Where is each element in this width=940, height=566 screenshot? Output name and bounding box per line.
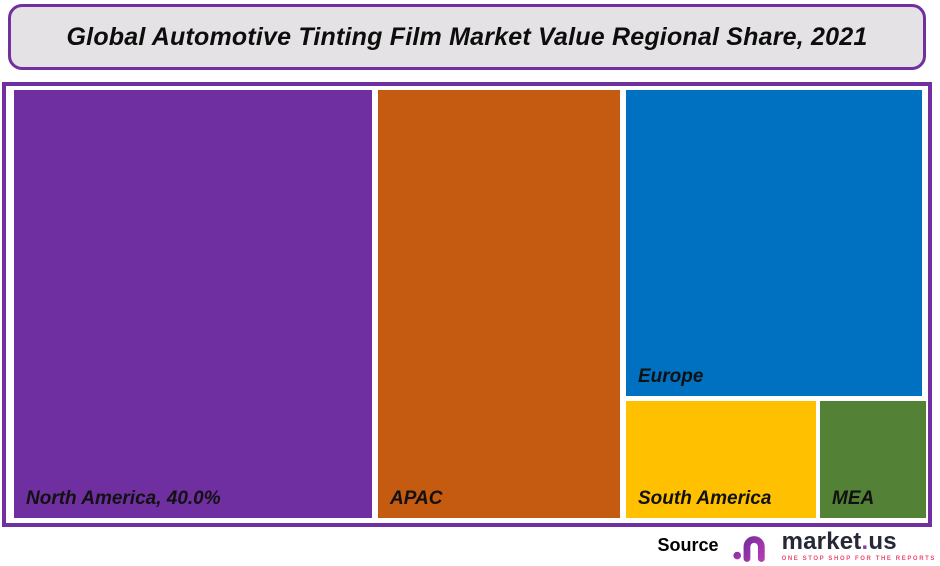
treemap-tile-mea: MEA — [820, 401, 926, 518]
brand-dot: . — [861, 528, 869, 555]
market-us-logo-text: market.us ONE STOP SHOP FOR THE REPORTS — [781, 530, 936, 563]
tile-label-europe: Europe — [638, 366, 704, 387]
tile-label-north-america: North America, 40.0% — [26, 488, 221, 509]
market-us-m-icon — [733, 528, 777, 562]
tile-label-apac: APAC — [390, 488, 443, 509]
treemap-tile-europe: Europe — [626, 90, 922, 396]
treemap-tile-apac: APAC — [378, 90, 620, 518]
source-label: Source — [657, 534, 719, 555]
treemap-tile-north-america: North America, 40.0% — [14, 90, 372, 518]
treemap-frame: North America, 40.0% APAC Europe South A… — [2, 82, 932, 527]
chart-title-box: Global Automotive Tinting Film Market Va… — [8, 4, 926, 70]
source-row: Source market.us ONE STOP SHOP FOR THE R… — [658, 526, 936, 564]
treemap-tile-south-america: South America — [626, 401, 816, 518]
market-us-wordmark: market.us — [782, 530, 897, 554]
market-us-logo[interactable]: market.us ONE STOP SHOP FOR THE REPORTS — [733, 528, 936, 562]
tile-label-south-america: South America — [638, 488, 772, 509]
brand-tld: us — [868, 528, 897, 555]
market-us-tagline: ONE STOP SHOP FOR THE REPORTS — [781, 556, 936, 562]
brand-name: market — [781, 528, 862, 555]
tile-label-mea: MEA — [832, 488, 875, 509]
chart-title: Global Automotive Tinting Film Market Va… — [66, 22, 868, 51]
